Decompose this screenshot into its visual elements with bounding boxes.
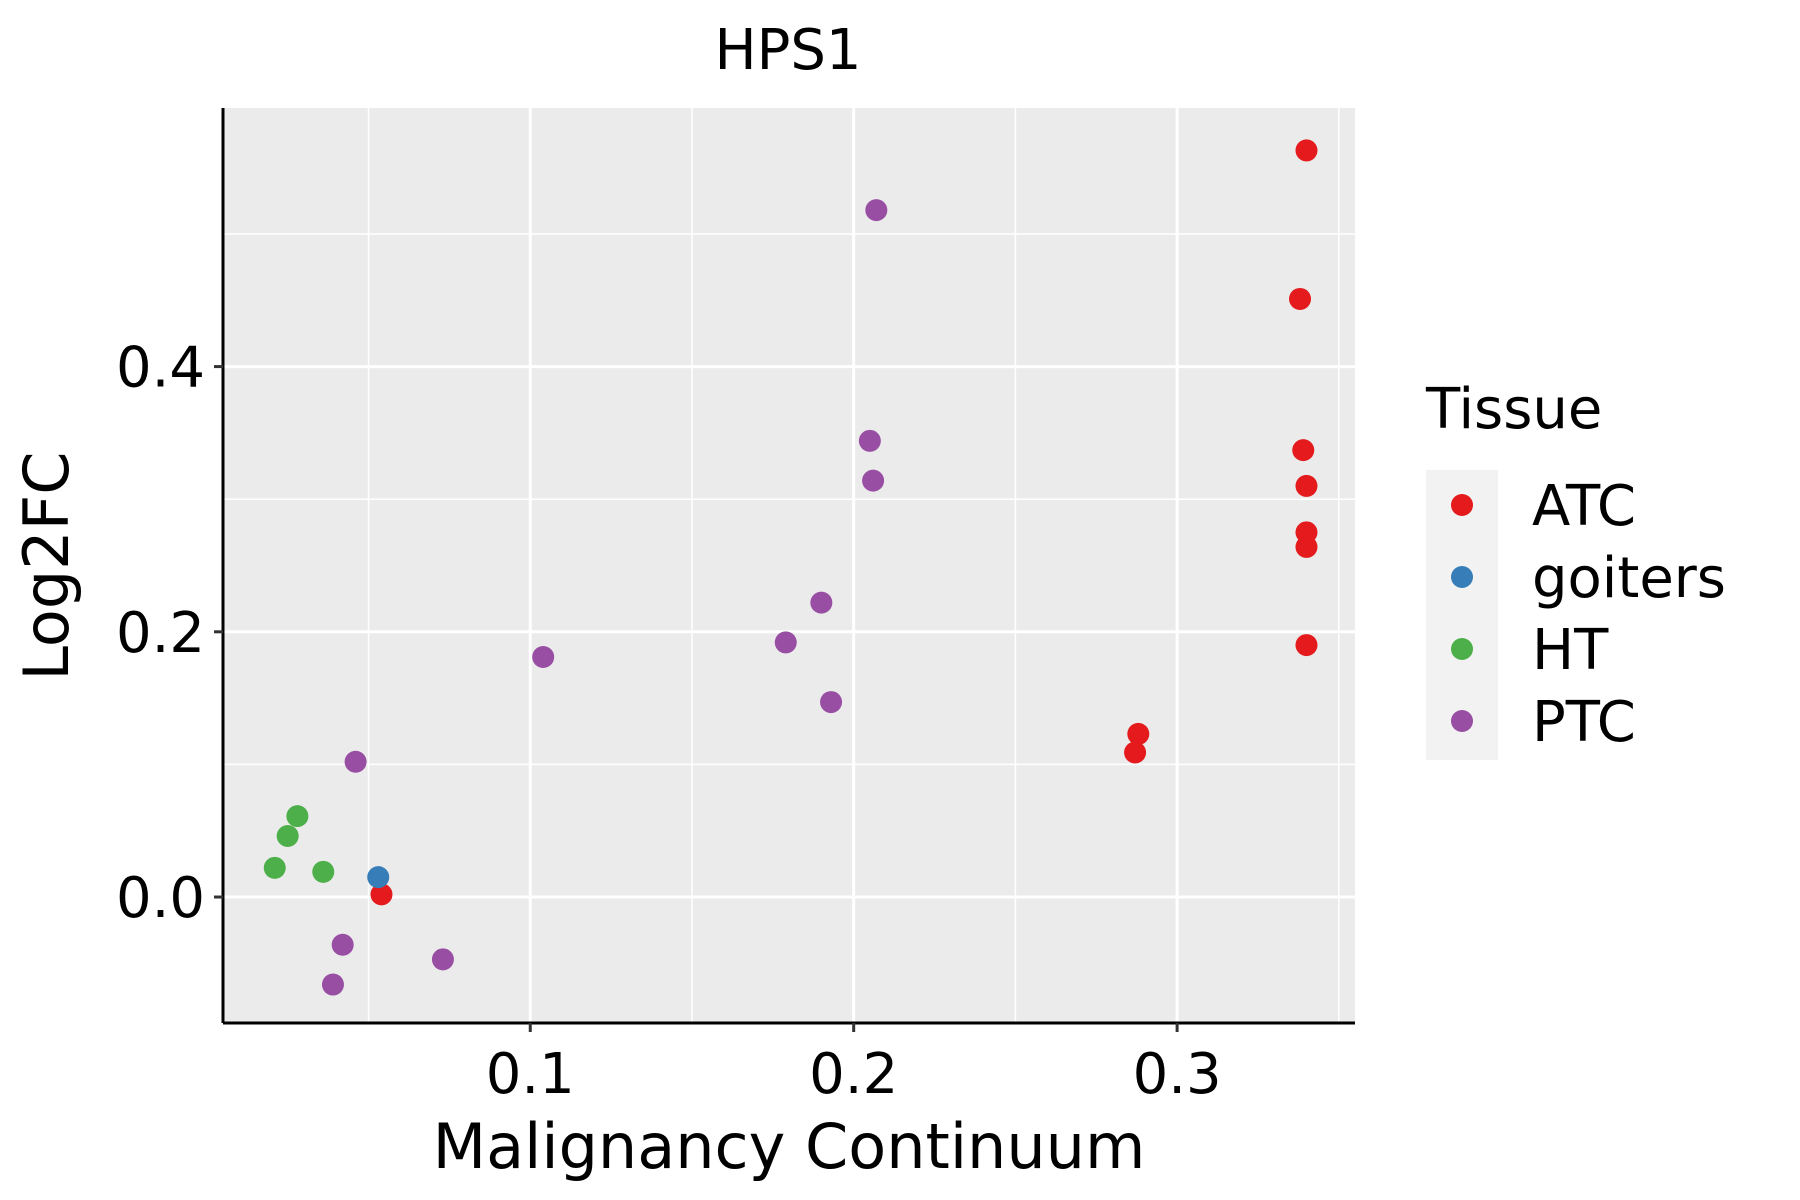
legend-key-goiters: [1451, 566, 1473, 588]
data-point-atc: [1289, 287, 1312, 310]
data-point-ht: [276, 825, 299, 848]
data-point-ptc: [858, 429, 881, 452]
data-point-atc: [1127, 722, 1150, 745]
data-point-atc: [370, 883, 393, 906]
grid-major: [223, 108, 1355, 1023]
data-point-ptc: [865, 199, 888, 222]
data-point-ptc: [344, 750, 367, 773]
legend-key-ptc: [1451, 710, 1473, 732]
data-point-atc: [1292, 439, 1315, 462]
data-point-ht: [312, 860, 335, 883]
legend-label-ptc: PTC: [1532, 690, 1636, 755]
x-tick-label: 0.2: [809, 1042, 898, 1107]
legend-items: ATC goiters HT PTC: [1451, 474, 1726, 755]
legend-label-ht: HT: [1532, 618, 1609, 683]
data-point-ptc: [820, 691, 843, 714]
data-point-atc: [1295, 535, 1318, 558]
data-point-ptc: [810, 591, 833, 614]
x-tick-label: 0.1: [486, 1042, 575, 1107]
data-point-ptc: [862, 469, 885, 492]
y-tick-label: 0.0: [116, 866, 205, 931]
y-axis-ticks: 0.0 0.2 0.4: [116, 336, 223, 931]
legend-label-atc: ATC: [1532, 474, 1636, 539]
data-point-ptc: [321, 973, 344, 996]
y-axis-title: Log2FC: [10, 451, 83, 680]
legend-title: Tissue: [1425, 377, 1602, 442]
legend-key-ht: [1451, 638, 1473, 660]
data-point-goiters: [367, 866, 390, 889]
x-axis-title: Malignancy Continuum: [433, 1110, 1146, 1183]
plot-panel: [223, 108, 1355, 1023]
data-point-atc: [1295, 139, 1318, 162]
x-axis-ticks: 0.1 0.2 0.3: [486, 1023, 1222, 1107]
data-point-atc: [1295, 634, 1318, 657]
data-point-ptc: [774, 631, 797, 654]
legend-key-atc: [1451, 494, 1473, 516]
y-tick-label: 0.2: [116, 601, 205, 666]
x-tick-label: 0.3: [1133, 1042, 1222, 1107]
grid-minor: [223, 108, 1355, 1023]
data-point-ht: [263, 856, 286, 879]
data-point-ptc: [431, 948, 454, 971]
data-points: [263, 139, 1318, 996]
legend: Tissue ATC goiters HT PTC: [1425, 377, 1726, 760]
data-point-ht: [286, 805, 309, 828]
data-point-ptc: [331, 933, 354, 956]
data-point-ptc: [532, 646, 555, 668]
data-point-atc: [1295, 474, 1318, 497]
y-tick-label: 0.4: [116, 336, 205, 401]
legend-label-goiters: goiters: [1532, 546, 1726, 611]
chart-title: HPS1: [714, 18, 861, 83]
data-point-atc: [1124, 741, 1147, 764]
